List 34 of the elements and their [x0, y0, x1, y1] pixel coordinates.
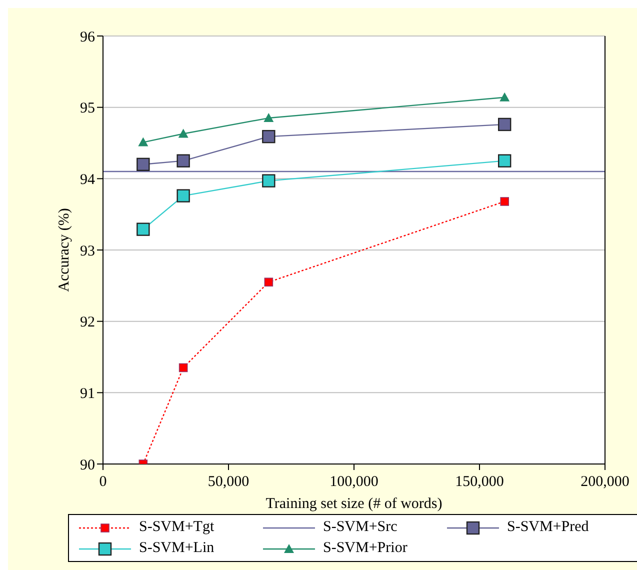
- point: [264, 113, 274, 122]
- y-tick-label: 96: [80, 29, 96, 46]
- legend-label: S-SVM+Prior: [323, 540, 408, 557]
- point: [498, 118, 512, 132]
- point: [264, 278, 274, 286]
- y-tick-label: 93: [80, 243, 95, 260]
- point: [136, 158, 150, 171]
- point: [500, 197, 509, 206]
- point: [262, 130, 276, 144]
- legend-label: S-SVM+Lin: [139, 540, 214, 557]
- point: [178, 363, 188, 372]
- point: [136, 222, 150, 236]
- point: [176, 189, 190, 202]
- point: [178, 128, 188, 138]
- y-tick-label: 95: [80, 100, 95, 117]
- point: [176, 154, 190, 168]
- y-tick-label: 92: [80, 314, 95, 331]
- x-tick-label: 150,000: [455, 474, 504, 490]
- x-tick-label: 50,000: [208, 474, 250, 490]
- x-tick-label: 100,000: [330, 474, 378, 490]
- y-axis-title: Accuracy (%): [56, 208, 72, 292]
- legend-label: S-SVM+Pred: [507, 519, 589, 536]
- x-axis-title: Training set size (# of words): [266, 496, 442, 512]
- legend-label: S-SVM+Tgt: [139, 519, 214, 536]
- x-tick-label: 0: [99, 474, 107, 490]
- point: [138, 137, 148, 146]
- legend-label: S-SVM+Src: [323, 519, 398, 536]
- x-tick-label: 200,000: [580, 474, 630, 490]
- point: [500, 92, 510, 102]
- y-tick-label: 94: [80, 172, 96, 188]
- point: [498, 154, 512, 168]
- y-tick-label: 90: [80, 457, 95, 474]
- y-tick-label: 91: [80, 386, 95, 402]
- point: [262, 174, 276, 188]
